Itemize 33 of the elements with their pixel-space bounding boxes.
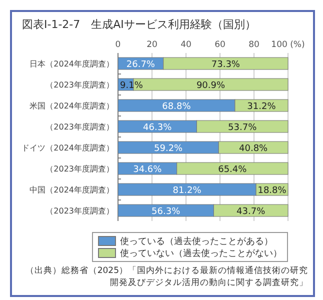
x-tick-label: 40	[180, 40, 192, 50]
x-tick-label: 80	[248, 40, 260, 50]
y-tick-label: （2023年度調査）	[46, 164, 114, 174]
x-tick-label: 20	[146, 40, 158, 50]
data-label: 65.4%	[218, 165, 248, 175]
chart-title: 図表Ⅰ-1-2-7 生成AIサービス利用経験（国別）	[22, 17, 256, 32]
y-tick-label: 米国（2024年度調査）	[30, 102, 114, 110]
data-label: 43.7%	[236, 207, 266, 217]
x-tick-label: 60	[214, 40, 226, 50]
x-tick-label: 100 (%)	[271, 40, 305, 50]
legend-label: 使っている（過去使ったことがある）	[120, 236, 273, 248]
data-label: 68.8%	[162, 102, 192, 112]
data-label: 46.3%	[143, 123, 172, 133]
x-tick-label: 0	[115, 40, 121, 50]
y-tick-label: （2023年度調査）	[46, 122, 114, 132]
data-label: 31.2%	[247, 102, 276, 112]
data-label: 53.7%	[228, 123, 258, 133]
y-tick-label: 中国（2024年度調査）	[30, 186, 114, 194]
data-label: 34.6%	[133, 165, 162, 175]
y-tick-label: （2023年度調査）	[46, 206, 114, 216]
data-label: 90.9%	[196, 81, 226, 91]
data-label: 18.8%	[258, 186, 287, 196]
data-label: 81.2%	[172, 186, 202, 196]
data-label: 59.2%	[154, 144, 184, 154]
data-label: 26.7%	[126, 60, 156, 70]
data-label: 40.8%	[239, 144, 268, 154]
y-tick-label: 日本（2024年度調査）	[30, 60, 114, 68]
legend-label: 使っていない（過去使ったことがない）	[120, 248, 282, 260]
y-tick-label: （2023年度調査）	[46, 80, 114, 90]
data-label: 73.3%	[211, 60, 240, 70]
text: （出典）総務省（2025）「国内外における最新の情報通信技術の研究開発及びデジタル活用の動向に関する調査研究」	[24, 265, 308, 289]
data-label: 56.3%	[152, 207, 181, 217]
y-tick-label: ドイツ（2024年度調査）	[22, 144, 114, 152]
